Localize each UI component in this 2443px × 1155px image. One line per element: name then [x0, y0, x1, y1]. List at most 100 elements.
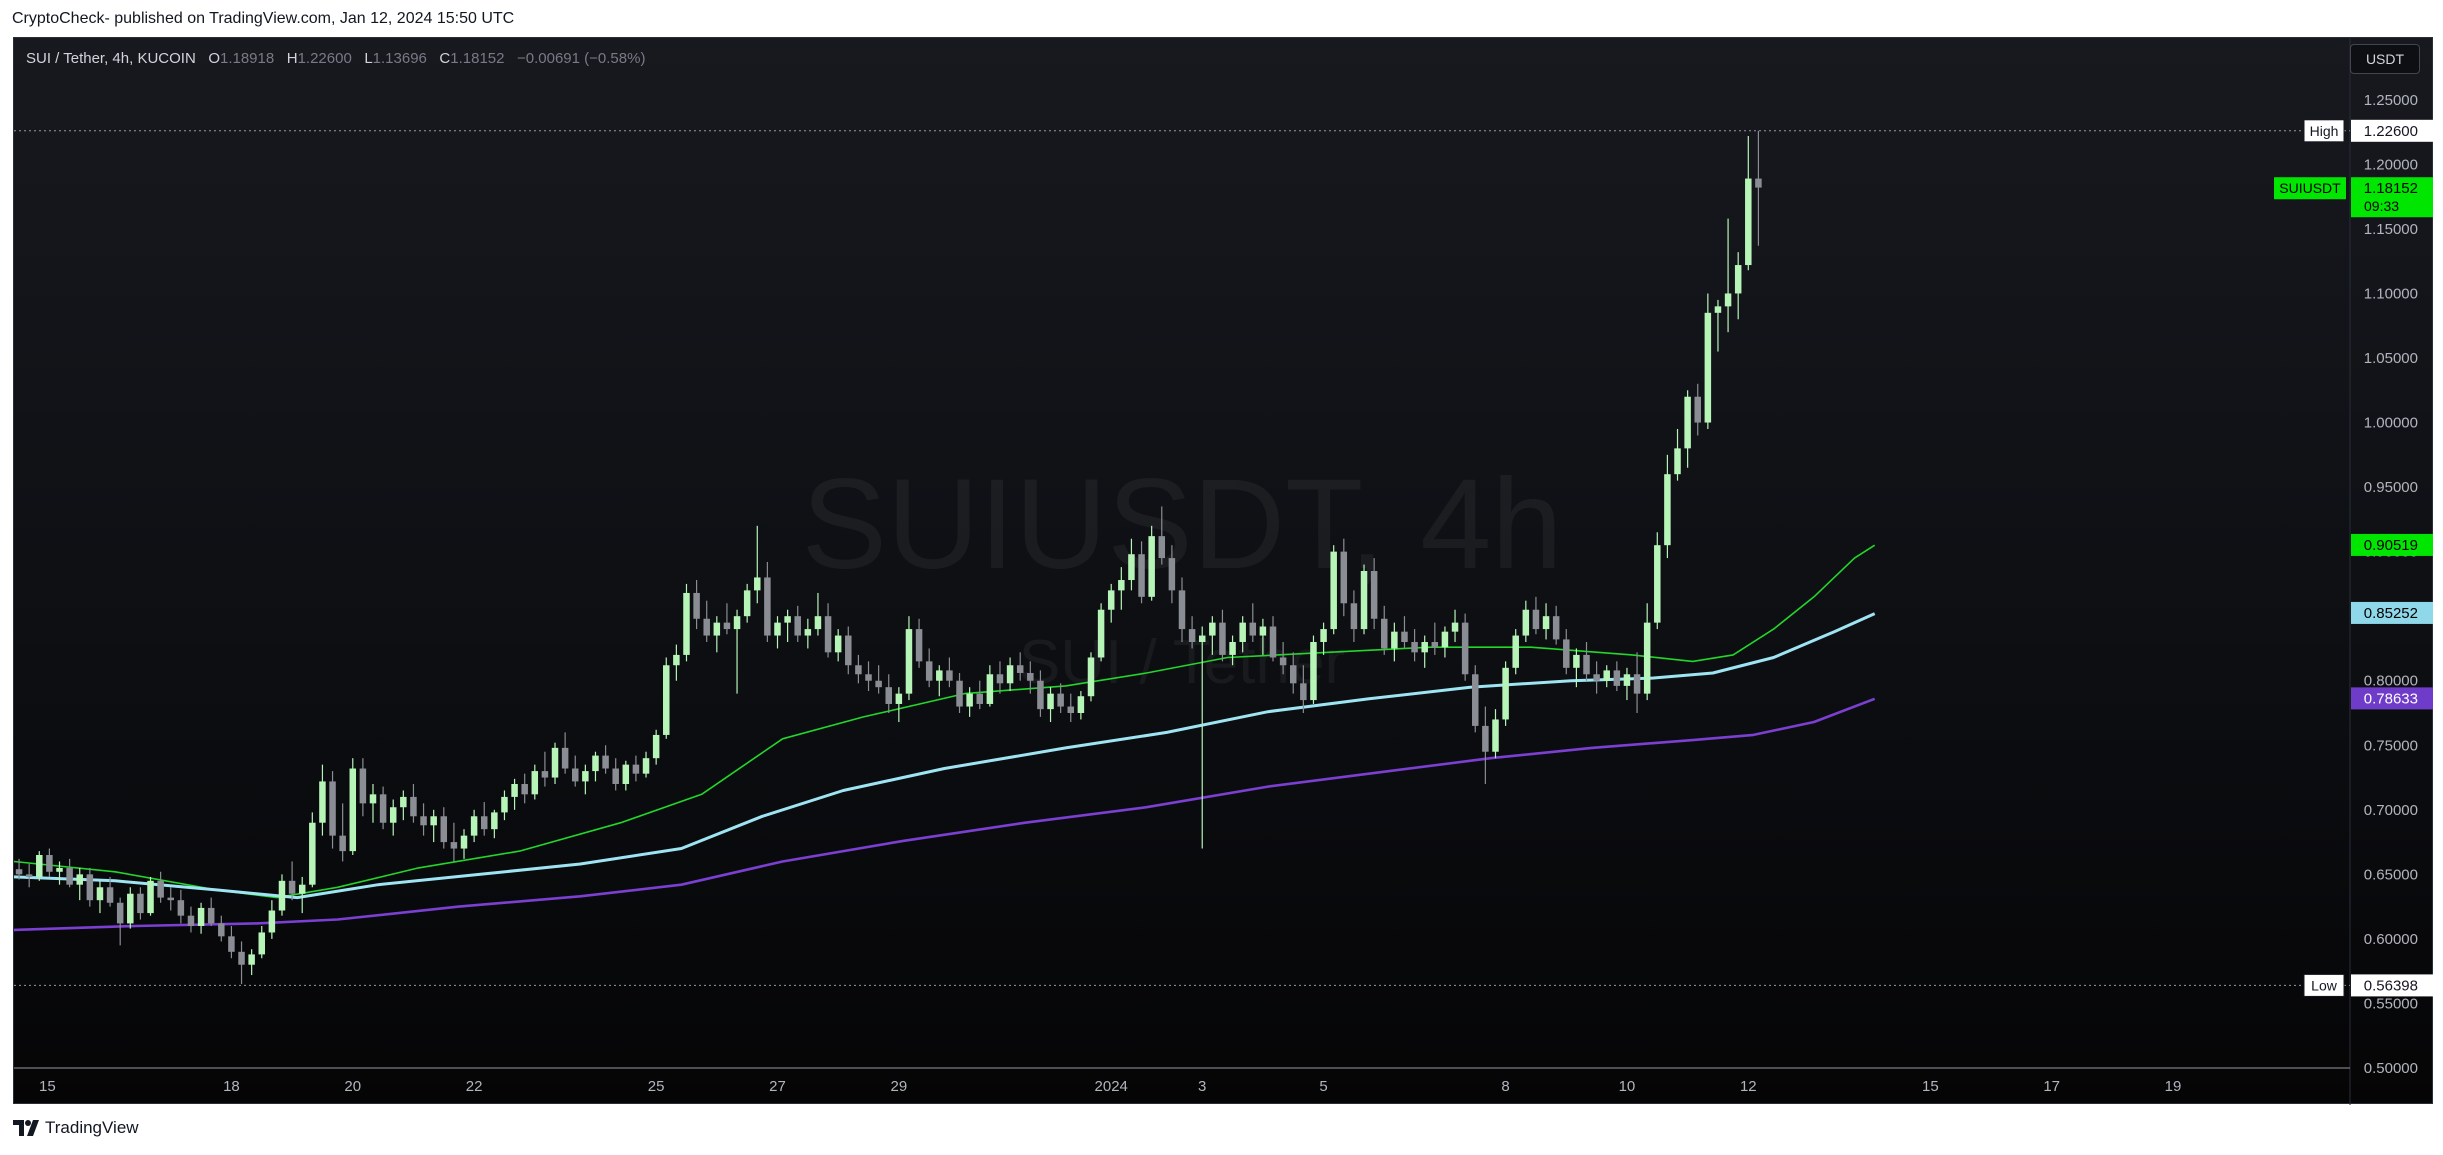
low-tag-label: Low	[2311, 977, 2338, 993]
candle-body	[1229, 642, 1236, 655]
ema-value-bg-3	[2351, 687, 2433, 710]
candle-body	[1391, 631, 1398, 649]
candle-body	[470, 816, 478, 836]
candle-body	[693, 592, 700, 619]
price-countdown-label: 09:33	[2364, 198, 2399, 214]
price-value-label: 1.18152	[2364, 180, 2418, 197]
ema-line-1	[14, 544, 1876, 899]
candle-body	[86, 874, 94, 901]
candle-body	[1118, 580, 1125, 591]
candle-body	[1067, 706, 1075, 713]
candle-body	[1289, 665, 1297, 684]
ema-value-bg-2	[2351, 601, 2433, 624]
candle-body	[754, 577, 761, 591]
candle-body	[167, 897, 174, 901]
chart-panel[interactable]: SUIUSDT, 4h SUI / Tether 1.25000 1.20000 1.1…	[13, 37, 2434, 1105]
ema-value-label-2: 0.85252	[2364, 605, 2418, 622]
footer-brand[interactable]: TradingView	[13, 1118, 139, 1138]
candle-body	[339, 835, 346, 852]
change-value: −0.00691 (−0.58%)	[517, 50, 646, 67]
candle-body	[116, 902, 124, 924]
candle-body	[1178, 590, 1186, 630]
candle-body	[369, 794, 377, 804]
candle-body	[764, 577, 771, 636]
candle-body	[784, 616, 791, 623]
candle-body	[733, 616, 741, 630]
low-label: L	[364, 50, 373, 67]
candle-body	[106, 887, 114, 903]
candle-body	[895, 693, 903, 704]
candle-body	[1532, 609, 1540, 630]
candle-body	[652, 734, 660, 759]
candle-body	[1198, 635, 1206, 642]
candle-body	[1047, 693, 1054, 710]
candle-body	[1441, 631, 1449, 648]
x-tick-label: 29	[891, 1078, 908, 1095]
candle-body	[1310, 642, 1317, 701]
watermark-title: SUIUSDT, 4h	[801, 453, 1562, 596]
candle-body	[956, 680, 963, 707]
candle-body	[905, 629, 913, 694]
candle-body	[359, 768, 367, 804]
candle-body	[1512, 635, 1519, 668]
x-tick-label: 3	[1198, 1078, 1206, 1095]
high-tag-bg	[2303, 119, 2345, 143]
candle-body	[602, 755, 609, 769]
x-tick-label: 17	[2043, 1078, 2060, 1095]
candle-body	[703, 618, 710, 636]
x-tick-label: 15	[39, 1078, 56, 1095]
symbol-tag-label: SUIUSDT	[2279, 180, 2341, 196]
candle-body	[683, 592, 690, 655]
symbol-title: SUI / Tether, 4h, KUCOIN	[26, 50, 196, 67]
candle-body	[127, 893, 134, 924]
candle-body	[511, 784, 518, 797]
ema-value-label-3: 0.78633	[2364, 690, 2418, 707]
candle-body	[1027, 672, 1034, 681]
symbol-legend: SUI / Tether, 4h, KUCOIN O1.18918 H1.226…	[26, 50, 645, 67]
candle-body	[410, 796, 417, 817]
candle-body	[1502, 667, 1509, 720]
candle-body	[1401, 631, 1408, 642]
candle-body	[197, 907, 205, 926]
candle-body	[1542, 616, 1550, 630]
candle-body	[1684, 396, 1691, 449]
currency-button[interactable]: USDT	[2350, 44, 2420, 74]
candle-body	[288, 880, 296, 894]
candle-body	[925, 661, 933, 681]
price-value-bg	[2351, 177, 2433, 218]
candle-body	[420, 816, 427, 826]
candle-body	[1057, 693, 1064, 707]
candle-body	[794, 616, 801, 636]
candle-body	[622, 764, 630, 784]
x-tick-label: 10	[1619, 1078, 1636, 1095]
y-tick-label: 1.05000	[2364, 350, 2418, 367]
candle-body	[986, 674, 994, 704]
candle-body	[1724, 293, 1732, 307]
candle-body	[228, 936, 235, 952]
high-tag-label: High	[2310, 123, 2339, 139]
y-tick-label: 0.70000	[2364, 802, 2418, 819]
x-tick-label: 22	[466, 1078, 483, 1095]
y-tick-label: 0.50000	[2364, 1060, 2418, 1077]
candle-body	[1158, 536, 1166, 559]
candle-body	[1269, 626, 1277, 658]
candle-body	[258, 932, 266, 955]
ema-value-bg-1	[2351, 533, 2433, 556]
candle-body	[1188, 629, 1196, 642]
candle-body	[1563, 639, 1570, 668]
candle-body	[218, 923, 225, 937]
candle-body	[319, 781, 326, 823]
low-value-label: 0.56398	[2364, 977, 2418, 994]
low-value: 1.13696	[372, 50, 427, 67]
high-value-label: 1.22600	[2364, 123, 2418, 140]
candle-body	[1755, 178, 1762, 188]
footer-brand-label: TradingView	[45, 1118, 139, 1137]
candle-body	[1583, 654, 1590, 675]
candle-body	[1370, 571, 1378, 619]
candle-body	[329, 781, 336, 836]
x-tick-label: 27	[769, 1078, 786, 1095]
low-tag-bg	[2303, 973, 2345, 997]
candle-body	[824, 616, 832, 653]
candle-body	[298, 884, 306, 894]
